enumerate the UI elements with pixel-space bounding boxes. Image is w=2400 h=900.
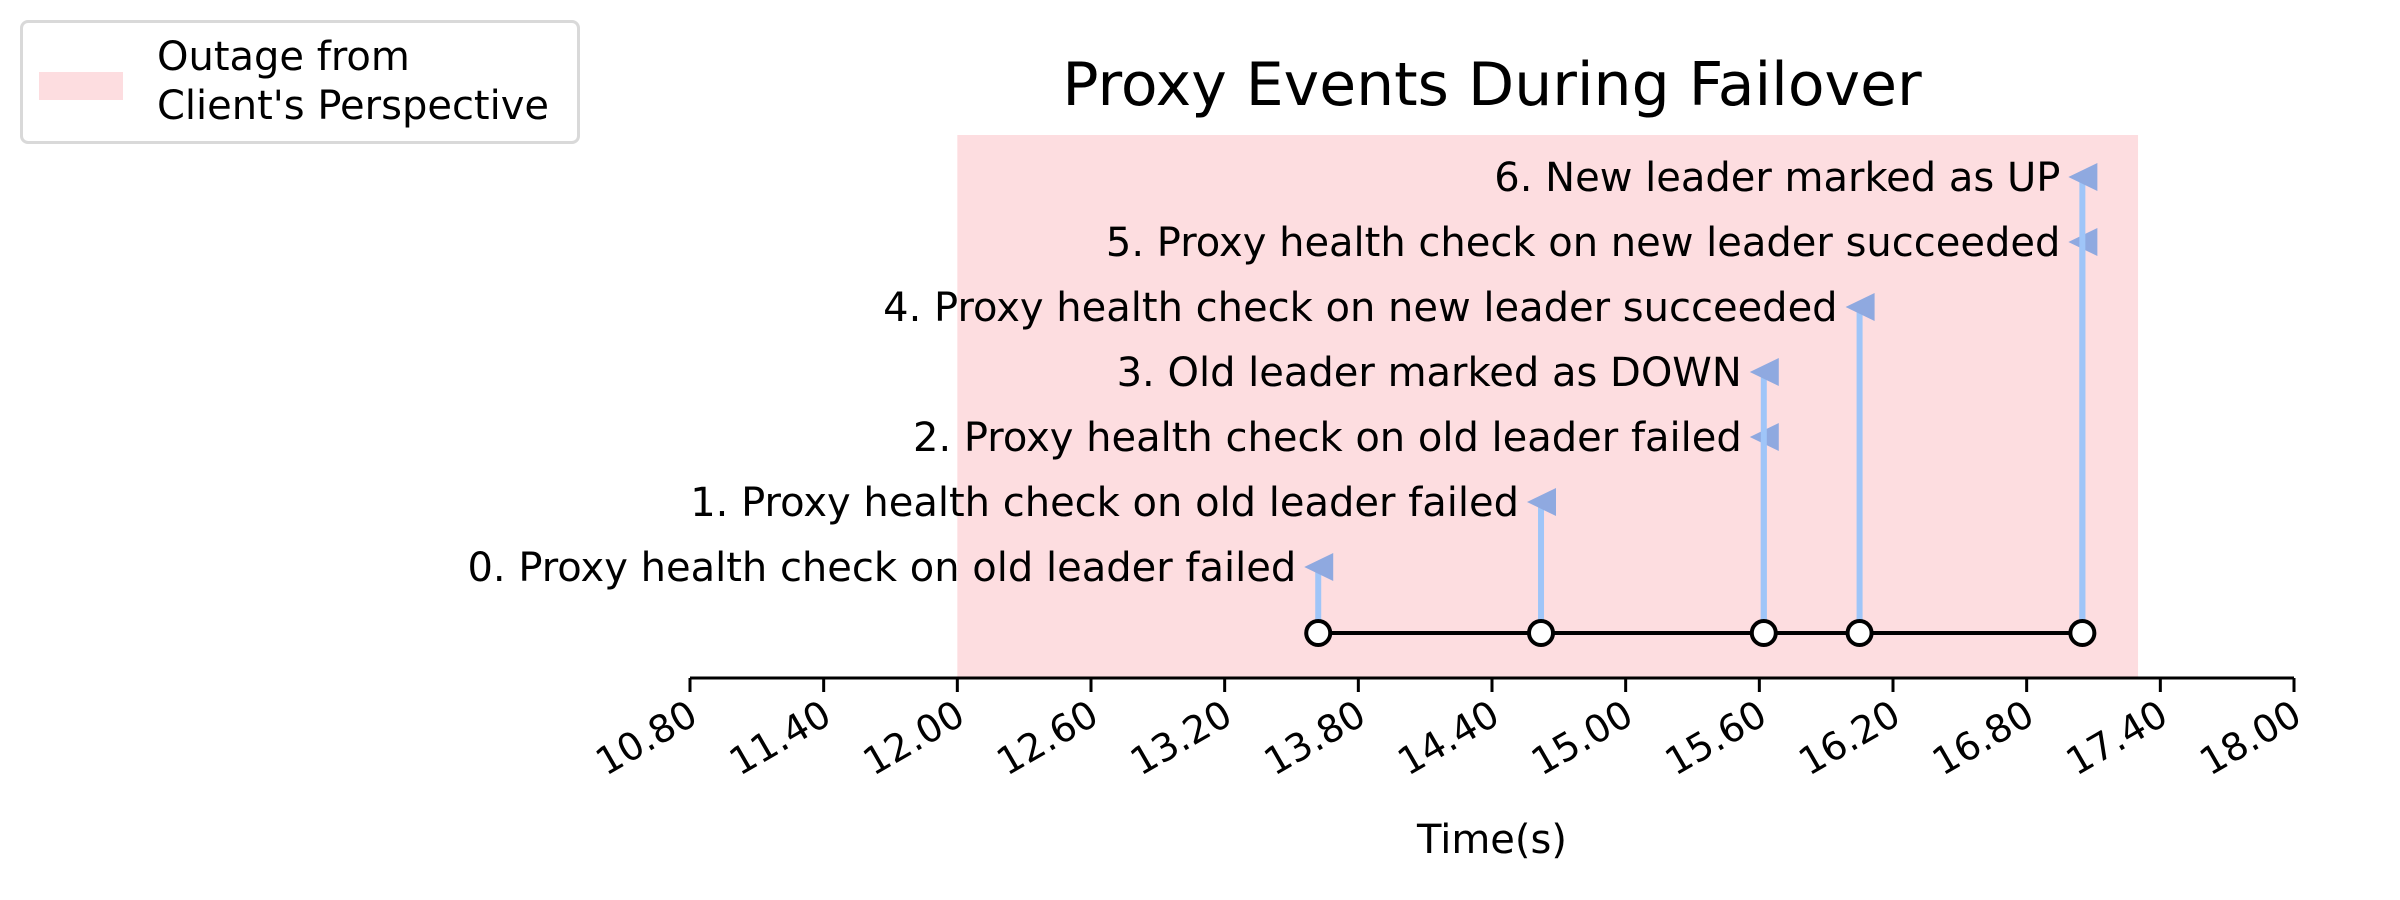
legend-label-outage: Outage from Client's Perspective	[157, 34, 550, 129]
event-label-6: 6. New leader marked as UP	[1494, 155, 2060, 201]
event-label-3: 3. Old leader marked as DOWN	[1117, 350, 1742, 396]
timeline-points	[1304, 619, 2097, 647]
event-arrow-0	[1304, 553, 1334, 581]
timeline-point-3	[1845, 619, 1874, 647]
x-tick-label-8: 15.60	[1658, 692, 1774, 785]
x-tick-label-1: 11.40	[722, 692, 838, 785]
event-stems	[1304, 163, 2098, 633]
x-tick-label-5: 13.80	[1257, 692, 1373, 785]
x-axis-ticks: 10.80 11.40 12.00 12.60 13.20 13.80 14.40 15.00…	[588, 678, 2309, 785]
x-tick-label-7: 15.00	[1524, 692, 1640, 785]
outage-region	[957, 135, 2139, 678]
timeline-point-4	[2068, 619, 2097, 647]
x-tick-label-3: 12.60	[989, 692, 1105, 785]
event-arrow-3	[1749, 358, 1779, 386]
timeline-point-1	[1527, 619, 1556, 647]
timeline-point-2	[1749, 619, 1778, 647]
x-axis-label: Time(s)	[1416, 817, 1567, 863]
event-arrow-6	[2068, 163, 2098, 191]
event-arrow-1	[1527, 488, 1557, 516]
x-tick-label-10: 16.80	[1925, 692, 2041, 785]
x-tick-label-6: 14.40	[1390, 692, 1506, 785]
x-tick-label-11: 17.40	[2059, 692, 2175, 785]
event-label-2: 2. Proxy health check on old leader fail…	[913, 415, 1742, 461]
legend: Outage from Client's Perspective	[20, 20, 580, 144]
event-label-4: 4. Proxy health check on new leader succ…	[883, 285, 1837, 331]
event-label-5: 5. Proxy health check on new leader succ…	[1106, 220, 2060, 266]
event-labels: 0. Proxy health check on old leader fail…	[467, 155, 2060, 591]
x-tick-label-0: 10.80	[588, 692, 704, 785]
legend-swatch-outage	[39, 72, 123, 100]
event-label-1: 1. Proxy health check on old leader fail…	[690, 480, 1519, 526]
event-label-0: 0. Proxy health check on old leader fail…	[467, 545, 1296, 591]
x-tick-label-12: 18.00	[2192, 692, 2308, 785]
event-arrow-4	[1845, 293, 1875, 321]
chart-title: Proxy Events During Failover	[1062, 50, 1922, 120]
x-tick-label-4: 13.20	[1123, 692, 1239, 785]
timeline-point-0	[1304, 619, 1333, 647]
x-tick-label-2: 12.00	[856, 692, 972, 785]
x-tick-label-9: 16.20	[1791, 692, 1907, 785]
